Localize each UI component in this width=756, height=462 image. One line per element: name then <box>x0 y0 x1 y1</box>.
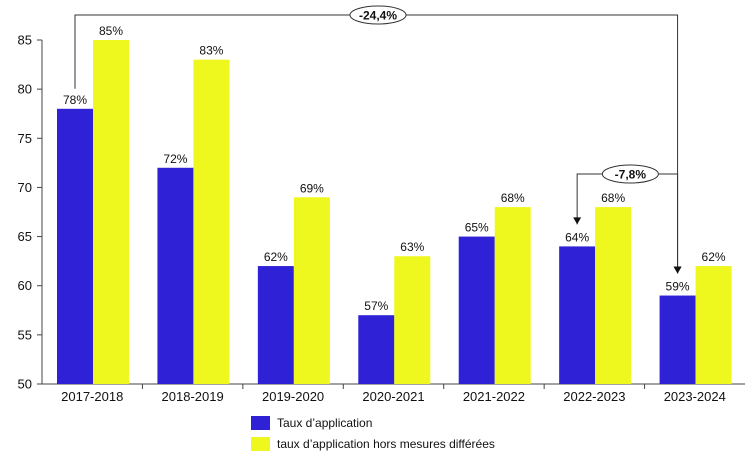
annotation-bubble <box>349 5 407 25</box>
bar-series-2 <box>595 207 632 384</box>
legend-item-series-2: taux d’application hors mesures différée… <box>251 433 495 454</box>
annotations: -24,4% -7,8% <box>74 5 682 274</box>
data-labels: 78% 85% 72% 83% 62% 69% 57% 63% 65% 68% 64% 68% 59% 6… <box>63 24 726 313</box>
x-tick-label: 2017-2018 <box>61 389 123 404</box>
arrowhead <box>573 217 582 225</box>
data-label: 63% <box>400 240 424 254</box>
data-label: 68% <box>501 191 525 205</box>
legend-label-series-2: taux d’application hors mesures différée… <box>277 436 495 451</box>
bar-series-2 <box>695 266 732 384</box>
x-tick-label: 2018-2019 <box>162 389 224 404</box>
y-tick-label: 50 <box>18 377 32 392</box>
bar-series-2 <box>293 197 330 384</box>
bar-series-2 <box>193 59 230 385</box>
annotation-label: -24,4% <box>359 9 397 23</box>
bar-series-1 <box>458 236 495 384</box>
y-tick-label: 70 <box>18 180 32 195</box>
bar-series-1 <box>559 246 596 384</box>
x-tick-label: 2020-2021 <box>362 389 424 404</box>
y-tick-label: 85 <box>18 33 32 48</box>
data-label: 65% <box>465 221 489 235</box>
legend-swatch-series-1 <box>251 415 270 430</box>
x-tick-labels: 2017-2018 2018-2019 2019-2020 2020-2021 2021… <box>61 384 726 404</box>
legend-label-series-1: Taux d’application <box>277 415 373 430</box>
bar-series-2 <box>394 256 431 384</box>
x-tick-label: 2023-2024 <box>664 389 726 404</box>
y-tick-label: 55 <box>18 327 32 342</box>
y-tick-labels: 50 55 60 65 70 75 80 85 <box>18 33 42 392</box>
y-tick-label: 75 <box>18 131 32 146</box>
x-tick-label: 2021-2022 <box>463 389 525 404</box>
x-tick-label: 2019-2020 <box>262 389 324 404</box>
y-tick-label: 65 <box>18 229 32 244</box>
y-tick-label: 60 <box>18 278 32 293</box>
data-label: 85% <box>99 24 123 38</box>
data-label: 69% <box>300 181 324 195</box>
arrowhead <box>673 266 682 274</box>
change-annotation: -7,8% <box>573 164 682 274</box>
bar-series-2 <box>93 40 129 384</box>
y-tick-label: 80 <box>18 82 32 97</box>
bar-series-1 <box>358 315 395 384</box>
change-annotation: -24,4% <box>74 5 682 274</box>
data-label: 72% <box>163 152 187 166</box>
data-label: 57% <box>364 299 388 313</box>
bar-series-1 <box>257 266 294 384</box>
annotation-label: -7,8% <box>615 168 647 182</box>
data-label: 78% <box>63 93 87 107</box>
legend-item-series-1: Taux d’application <box>251 412 495 433</box>
bar-series-1 <box>57 108 93 385</box>
bar-series-2 <box>494 207 531 384</box>
bars <box>57 40 732 385</box>
data-label: 68% <box>601 191 625 205</box>
data-label: 62% <box>702 250 726 264</box>
data-label: 83% <box>199 44 223 58</box>
annotation-bubble <box>601 164 659 184</box>
legend-swatch-series-2 <box>251 436 270 451</box>
bar-series-1 <box>659 295 696 384</box>
data-label: 59% <box>666 280 690 294</box>
bar-series-1 <box>157 167 194 384</box>
data-label: 64% <box>565 230 589 244</box>
legend: Taux d’application taux d’application ho… <box>251 412 495 454</box>
data-label: 62% <box>264 250 288 264</box>
x-tick-label: 2022-2023 <box>563 389 625 404</box>
